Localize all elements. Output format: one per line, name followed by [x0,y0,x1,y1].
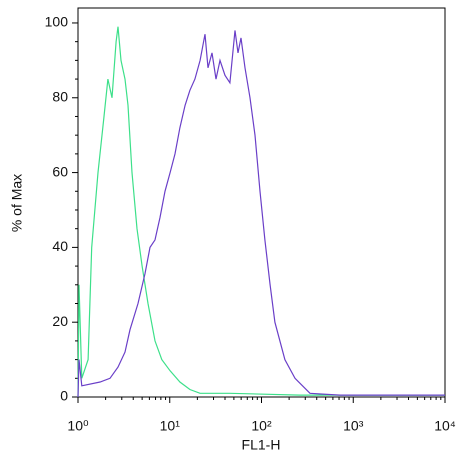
y-tick-label: 40 [52,238,68,254]
series-line [77,26,445,398]
x-axis-label: FL1-H [242,437,281,453]
y-tick-label: 80 [52,88,68,104]
y-tick-label: 0 [60,388,68,404]
x-tick-label: 10⁰ [67,418,89,434]
x-tick-label: 10¹ [160,418,181,434]
x-tick-label: 10² [251,418,272,434]
series-line [77,30,445,398]
y-tick-label: 100 [45,14,69,30]
x-tick-label: 10³ [343,418,364,434]
y-tick-label: 20 [52,313,68,329]
x-tick-label: 10⁴ [434,418,456,434]
y-axis-label: % of Max [9,174,25,232]
y-tick-label: 60 [52,163,68,179]
